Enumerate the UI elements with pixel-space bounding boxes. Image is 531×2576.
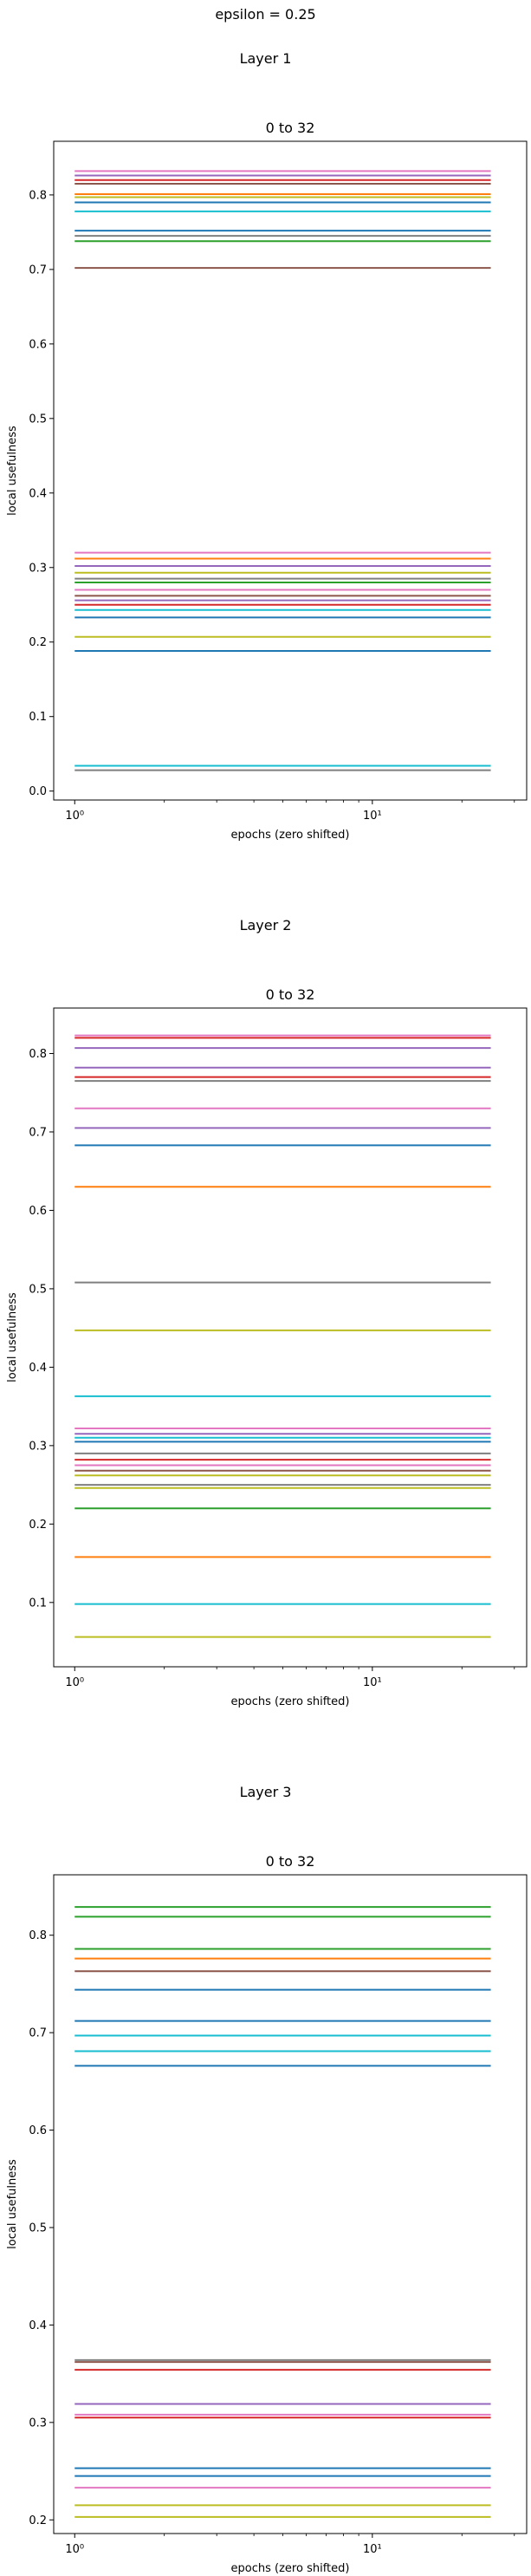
y-tick-label: 0.2 [29, 2514, 47, 2527]
x-axis-label: epochs (zero shifted) [231, 1695, 350, 1708]
y-tick-label: 0.8 [29, 189, 47, 202]
y-tick-label: 0.4 [29, 2319, 47, 2332]
charts-container: Layer 1 0 to 32 0.0 0.1 0.2 0.3 0.4 0.5 0.6 0.7 0.… [6, 50, 528, 2575]
y-tick-label: 0.1 [29, 711, 47, 724]
chart-layer-2: Layer 2 0 to 32 0.1 0.2 0.3 0.4 0.5 0.6 0.7 0.8 10… [6, 917, 528, 1708]
x-tick-label: 10⁰ [65, 1676, 84, 1689]
y-tick-label: 0.5 [29, 2221, 47, 2234]
axes-frame [53, 1007, 528, 1668]
y-tick-label: 0.3 [29, 562, 47, 575]
y-axis-label: local usefulness [6, 2159, 19, 2249]
series-group [74, 1034, 491, 1638]
figure-suptitle: epsilon = 0.25 [215, 6, 315, 23]
y-tick-label: 0.6 [29, 2124, 47, 2137]
x-tick-label: 10¹ [363, 2543, 382, 2556]
y-tick-label: 0.0 [29, 785, 47, 798]
y-tick-label: 0.3 [29, 1440, 47, 1453]
y-tick-label: 0.7 [29, 1126, 47, 1139]
axes-title: 0 to 32 [266, 1853, 315, 1870]
y-tick-label: 0.8 [29, 1929, 47, 1942]
y-tick-label: 0.6 [29, 1205, 47, 1218]
x-tick-label: 10¹ [363, 810, 382, 823]
y-tick-label: 0.4 [29, 1362, 47, 1375]
y-tick-label: 0.8 [29, 1048, 47, 1061]
axes-title: 0 to 32 [266, 120, 315, 136]
y-tick-label: 0.7 [29, 263, 47, 276]
series-group [74, 1906, 491, 2518]
x-tick-label: 10¹ [363, 1676, 382, 1689]
x-axis-label: epochs (zero shifted) [231, 2562, 350, 2575]
y-tick-label: 0.3 [29, 2417, 47, 2430]
axes-frame [53, 140, 528, 801]
y-tick-label: 0.1 [29, 1597, 47, 1610]
panel-title: Layer 3 [240, 1784, 292, 1800]
x-axis-label: epochs (zero shifted) [231, 829, 350, 842]
y-axis-label: local usefulness [6, 1292, 19, 1382]
y-tick-label: 0.5 [29, 413, 47, 426]
y-tick-label: 0.7 [29, 2027, 47, 2040]
y-tick-label: 0.5 [29, 1283, 47, 1296]
chart-layer-3: Layer 3 0 to 32 0.2 0.3 0.4 0.5 0.6 0.7 0.8 10⁰ 10… [6, 1784, 528, 2575]
x-tick-label: 10⁰ [65, 810, 84, 823]
y-axis-label: local usefulness [6, 426, 19, 516]
panel-title: Layer 2 [240, 917, 292, 933]
y-tick-label: 0.4 [29, 487, 47, 500]
x-tick-label: 10⁰ [65, 2543, 84, 2556]
y-tick-label: 0.2 [29, 636, 47, 649]
chart-layer-1: Layer 1 0 to 32 0.0 0.1 0.2 0.3 0.4 0.5 0.6 0.7 0.… [6, 50, 528, 842]
series-group [74, 170, 491, 771]
y-tick-label: 0.2 [29, 1519, 47, 1532]
axes-frame [53, 1874, 528, 2534]
y-tick-label: 0.6 [29, 338, 47, 351]
panel-title: Layer 1 [240, 50, 292, 67]
axes-title: 0 to 32 [266, 986, 315, 1003]
